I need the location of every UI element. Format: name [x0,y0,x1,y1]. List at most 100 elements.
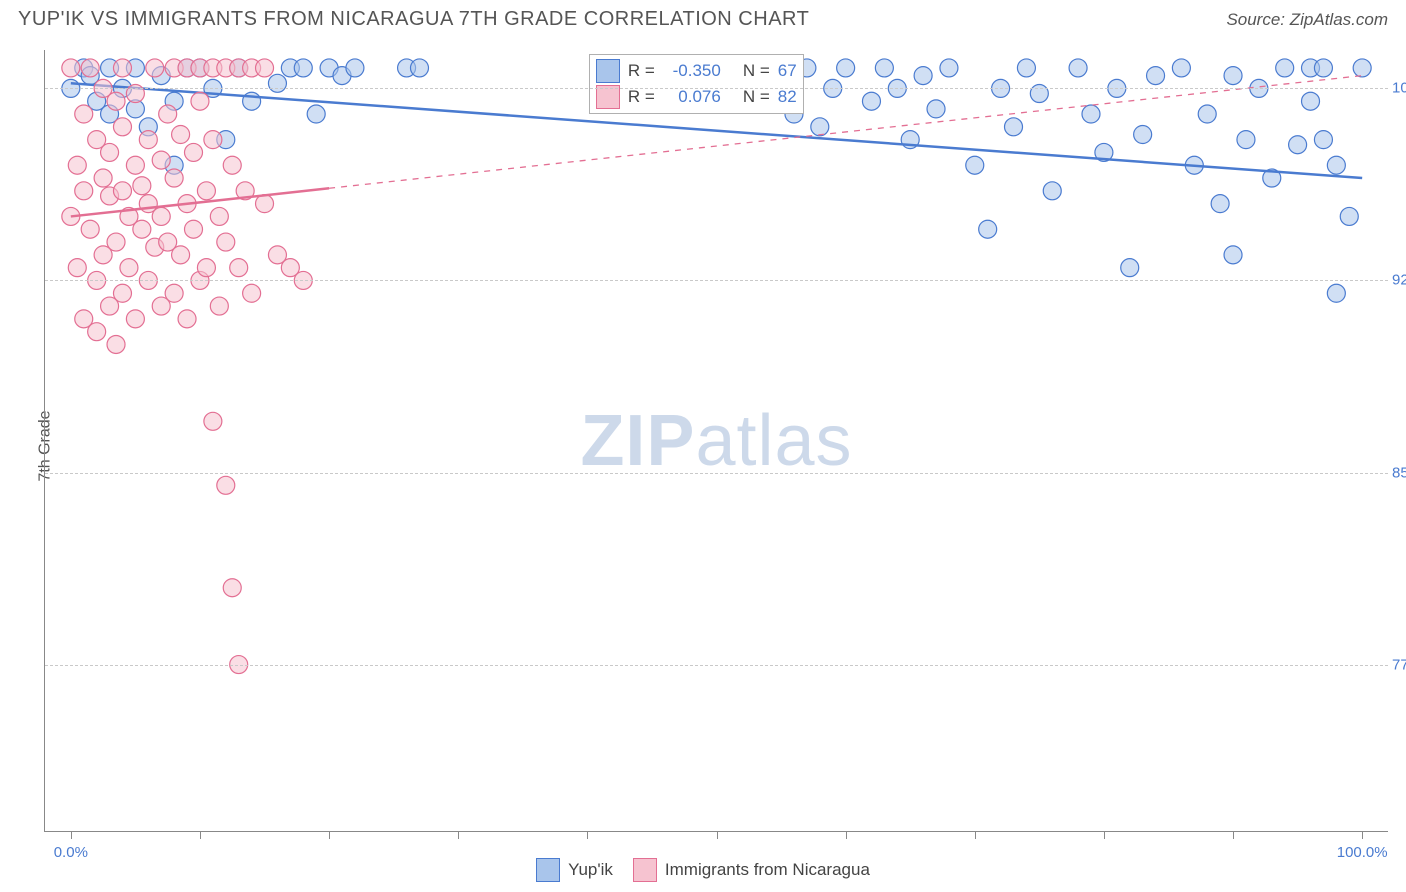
data-point [1121,259,1139,277]
data-point [165,169,183,187]
data-point [120,259,138,277]
data-point [133,177,151,195]
data-point [862,92,880,110]
data-point [243,284,261,302]
data-point [152,207,170,225]
data-point [1289,136,1307,154]
data-point [81,220,99,238]
data-point [204,412,222,430]
legend-series-label: Yup'ik [568,860,613,880]
data-point [152,151,170,169]
data-point [197,182,215,200]
data-point [256,59,274,77]
data-point [1069,59,1087,77]
xtick [975,831,976,839]
data-point [217,233,235,251]
data-point [107,335,125,353]
data-point [410,59,428,77]
legend-r-label: R = [628,61,655,81]
xtick [71,831,72,839]
data-point [256,195,274,213]
data-point [230,259,248,277]
legend-bottom-row: Yup'ik [536,858,613,882]
data-point [837,59,855,77]
gridline [45,280,1388,281]
data-point [1340,207,1358,225]
data-point [966,156,984,174]
data-point [126,310,144,328]
data-point [1082,105,1100,123]
data-point [178,310,196,328]
legend-row: R = -0.350 N = 67 [596,59,797,83]
gridline [45,473,1388,474]
data-point [197,259,215,277]
data-point [1327,156,1345,174]
data-point [191,92,209,110]
data-point [1302,92,1320,110]
data-point [1314,131,1332,149]
legend-bottom-row: Immigrants from Nicaragua [633,858,870,882]
legend-r-value: 0.076 [663,87,721,107]
data-point [75,182,93,200]
data-point [1211,195,1229,213]
xtick [200,831,201,839]
data-point [185,143,203,161]
xtick [1104,831,1105,839]
data-point [811,118,829,136]
data-point [268,74,286,92]
data-point [1198,105,1216,123]
legend-n-value: 67 [778,61,797,81]
data-point [1172,59,1190,77]
data-point [1043,182,1061,200]
data-point [113,284,131,302]
xtick [717,831,718,839]
gridline [45,88,1388,89]
legend-swatch [596,59,620,83]
data-point [68,156,86,174]
legend-n-label: N = [743,61,770,81]
xtick [1233,831,1234,839]
data-point [914,67,932,85]
data-point [172,126,190,144]
legend-n-value: 82 [778,87,797,107]
xtick [458,831,459,839]
data-point [294,59,312,77]
data-point [979,220,997,238]
chart-area: ZIPatlas R =-0.350N =67R =0.076N =82 77.… [44,50,1388,832]
plot-svg [45,50,1388,831]
ytick-label: 77.5% [1392,656,1406,673]
xtick [1362,831,1363,839]
data-point [1353,59,1371,77]
data-point [159,105,177,123]
data-point [146,59,164,77]
data-point [81,59,99,77]
data-point [126,85,144,103]
data-point [1147,67,1165,85]
data-point [940,59,958,77]
data-point [113,182,131,200]
data-point [223,156,241,174]
data-point [346,59,364,77]
correlation-legend: R = -0.350 N = 67 R = 0.076 N = 82 [589,54,804,114]
xtick [329,831,330,839]
xtick [587,831,588,839]
legend-swatch [536,858,560,882]
data-point [1237,131,1255,149]
data-point [1017,59,1035,77]
data-point [1314,59,1332,77]
data-point [307,105,325,123]
chart-title: YUP'IK VS IMMIGRANTS FROM NICARAGUA 7TH … [18,8,809,31]
data-point [165,284,183,302]
legend-r-label: R = [628,87,655,107]
data-point [126,156,144,174]
ytick-label: 100.0% [1392,80,1406,97]
data-point [107,233,125,251]
data-point [210,297,228,315]
data-point [113,59,131,77]
data-point [172,246,190,264]
data-point [1005,118,1023,136]
legend-r-value: -0.350 [663,61,721,81]
header: YUP'IK VS IMMIGRANTS FROM NICARAGUA 7TH … [0,0,1406,35]
legend-series-label: Immigrants from Nicaragua [665,860,870,880]
legend-n-label: N = [743,87,770,107]
